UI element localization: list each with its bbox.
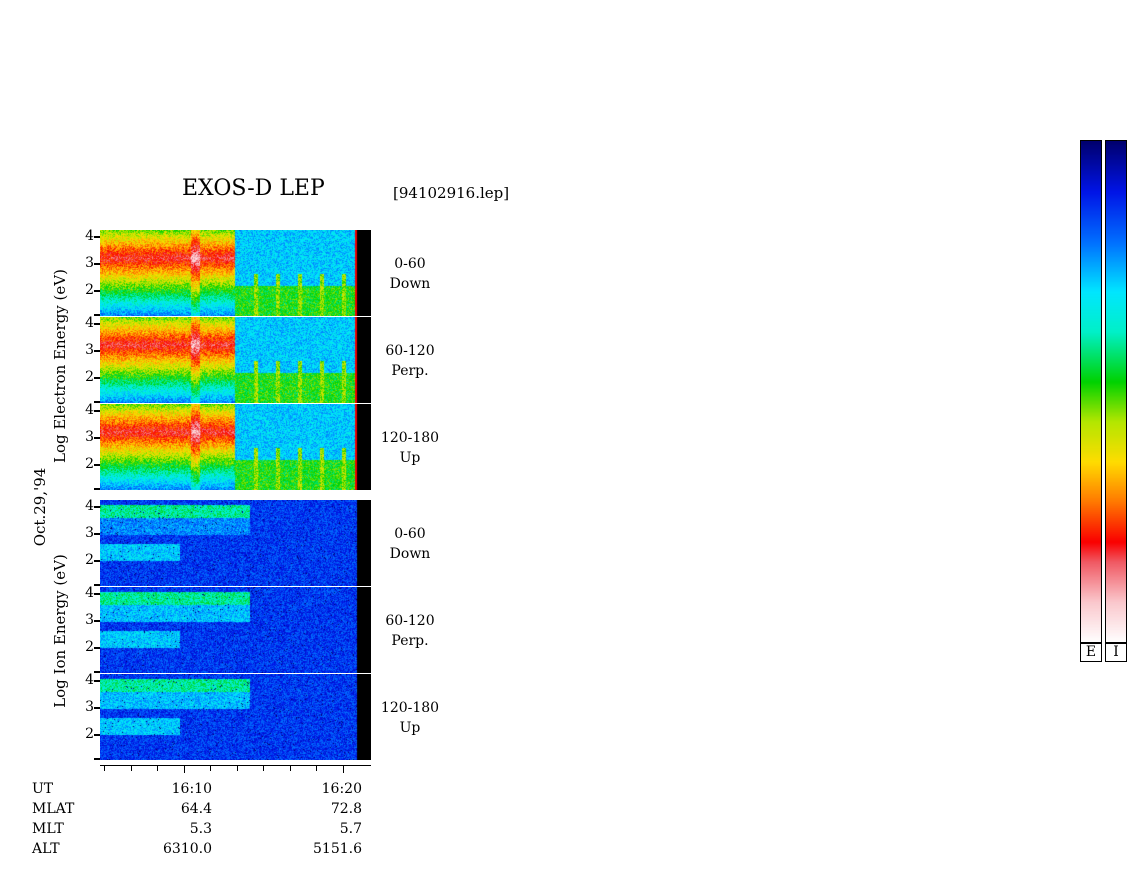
x-tick-mark <box>183 766 185 773</box>
channel-label: 120-180 Up <box>370 428 450 468</box>
y-tick-mark <box>94 647 100 649</box>
y-tick-label: 3 <box>85 429 94 445</box>
x-axis-line <box>100 765 371 766</box>
y-tick-label: 2 <box>85 282 94 298</box>
y-tick-mark <box>94 314 100 316</box>
channel-angle: 120-180 <box>380 700 440 716</box>
ion-colorbar <box>1105 140 1127 644</box>
y-tick-label: 3 <box>85 699 94 715</box>
y-tick-mark <box>94 584 100 586</box>
y-tick-mark <box>94 263 100 265</box>
y-tick-label: 2 <box>85 639 94 655</box>
ephemeris-label: UT <box>32 781 54 797</box>
channel-label: 60-120 Perp. <box>370 341 450 381</box>
electron-ylabel: Log Electron Energy (eV) <box>51 269 69 463</box>
channel-direction: Perp. <box>391 633 429 649</box>
y-tick-mark <box>94 437 100 439</box>
channel-label: 0-60 Down <box>370 524 450 564</box>
y-tick-label: 4 <box>85 228 94 244</box>
channel-direction: Up <box>399 450 421 466</box>
channel-label: 120-180 Up <box>370 698 450 738</box>
channel-direction: Down <box>389 546 431 562</box>
channel-direction: Up <box>399 720 421 736</box>
y-tick-mark <box>94 464 100 466</box>
y-tick-mark <box>94 533 100 535</box>
channel-angle: 0-60 <box>394 256 426 272</box>
channel-label: 60-120 Perp. <box>370 611 450 651</box>
y-tick-mark <box>94 671 100 673</box>
channel-angle: 60-120 <box>385 613 435 629</box>
y-tick-mark <box>94 593 100 595</box>
spectrogram-electron-down <box>100 230 371 316</box>
ephemeris-label: ALT <box>32 841 60 857</box>
x-tick-mark <box>289 766 291 771</box>
ephemeris-value: 72.8 <box>330 801 362 817</box>
ephemeris-label: MLT <box>32 821 64 837</box>
y-tick-label: 3 <box>85 525 94 541</box>
chart-title: EXOS-D LEP <box>182 176 325 201</box>
y-tick-label: 4 <box>85 498 94 514</box>
channel-direction: Perp. <box>391 363 429 379</box>
y-tick-mark <box>94 620 100 622</box>
ephemeris-value: 16:20 <box>321 781 362 797</box>
y-tick-mark <box>94 377 100 379</box>
x-tick-mark <box>342 766 344 773</box>
spectrogram-ion-down <box>100 500 371 586</box>
ephemeris-value: 64.4 <box>180 801 212 817</box>
y-tick-label: 4 <box>85 315 94 331</box>
y-tick-label: 4 <box>85 585 94 601</box>
ephemeris-label: MLAT <box>32 801 75 817</box>
y-tick-label: 2 <box>85 552 94 568</box>
ephemeris-value: 5151.6 <box>313 841 362 857</box>
y-tick-label: 3 <box>85 255 94 271</box>
y-tick-mark <box>94 707 100 709</box>
y-tick-label: 4 <box>85 672 94 688</box>
y-tick-mark <box>94 236 100 238</box>
colorbar-label-i: I <box>1105 642 1127 662</box>
y-tick-label: 2 <box>85 369 94 385</box>
y-tick-mark <box>94 506 100 508</box>
file-label: [94102916.lep] <box>393 184 510 202</box>
y-tick-mark <box>94 734 100 736</box>
channel-angle: 60-120 <box>385 343 435 359</box>
x-tick-mark <box>316 766 317 771</box>
x-tick-mark <box>157 766 158 771</box>
y-tick-mark <box>94 410 100 412</box>
x-tick-mark <box>130 766 132 771</box>
y-tick-mark <box>94 401 100 403</box>
x-tick-mark <box>104 766 105 771</box>
channel-angle: 0-60 <box>394 526 426 542</box>
y-tick-label: 3 <box>85 612 94 628</box>
electron-colorbar <box>1080 140 1102 644</box>
ephemeris-value: 5.3 <box>189 821 212 837</box>
y-tick-mark <box>94 680 100 682</box>
date-label: Oct.29,'94 <box>31 467 49 547</box>
ion-ylabel: Log Ion Energy (eV) <box>51 554 69 708</box>
y-tick-mark <box>94 350 100 352</box>
ephemeris-value: 16:10 <box>171 781 212 797</box>
y-tick-label: 2 <box>85 726 94 742</box>
y-tick-mark <box>94 290 100 292</box>
y-tick-label: 3 <box>85 342 94 358</box>
x-tick-mark <box>236 766 238 771</box>
channel-label: 0-60 Down <box>370 254 450 294</box>
channel-angle: 120-180 <box>380 430 440 446</box>
y-tick-label: 2 <box>85 456 94 472</box>
x-tick-mark <box>210 766 211 771</box>
channel-direction: Down <box>389 276 431 292</box>
y-tick-mark <box>94 758 100 760</box>
ephemeris-value: 6310.0 <box>163 841 212 857</box>
ephemeris-value: 5.7 <box>339 821 362 837</box>
spectrogram-electron-perp <box>100 317 371 403</box>
colorbar-label-e: E <box>1080 642 1102 662</box>
y-tick-label: 4 <box>85 402 94 418</box>
spectrogram-ion-perp <box>100 587 371 673</box>
spectrogram-ion-up <box>100 674 371 760</box>
y-tick-mark <box>94 323 100 325</box>
x-tick-mark <box>263 766 264 771</box>
y-tick-mark <box>94 560 100 562</box>
y-tick-mark <box>94 488 100 490</box>
spectrogram-electron-up <box>100 404 371 490</box>
